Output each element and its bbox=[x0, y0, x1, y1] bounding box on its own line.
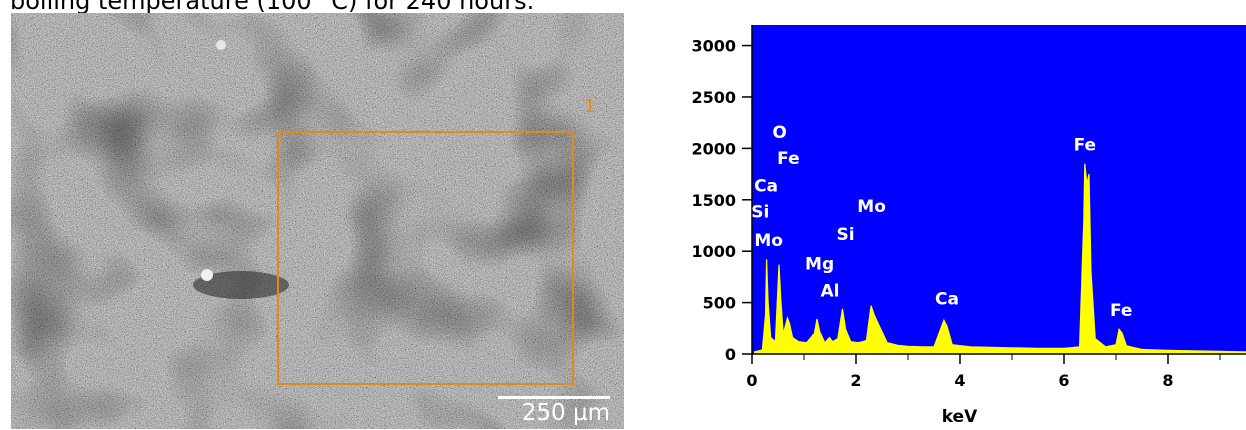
y-tick-label: 1500 bbox=[691, 191, 736, 210]
peak-label: Fe bbox=[1110, 301, 1132, 321]
y-tick-label: 3000 bbox=[691, 37, 736, 56]
peak-label: Mo bbox=[754, 231, 783, 251]
sem-texture bbox=[11, 13, 624, 429]
scale-bar: 250 µm bbox=[498, 396, 610, 426]
plot-background bbox=[752, 25, 1246, 354]
spectrum-series bbox=[754, 163, 1246, 355]
peak-label: O bbox=[772, 123, 786, 143]
scale-bar-line bbox=[498, 396, 610, 399]
roi-box bbox=[277, 131, 574, 385]
eds-spectrum-chart: 0 500 1000 1500 2000 2500 3000 0 2 4 6 8 keV O Fe Ca Si M… bbox=[634, 13, 1246, 430]
particle bbox=[201, 269, 213, 281]
peak-label: Fe bbox=[1074, 135, 1096, 155]
y-tick-label: 1000 bbox=[691, 242, 736, 261]
peak-label: Fe bbox=[777, 149, 799, 169]
peak-label: Ca bbox=[754, 177, 778, 197]
x-tick-label: 0 bbox=[746, 371, 757, 390]
y-tick-label: 2000 bbox=[691, 139, 736, 158]
y-tick-label: 500 bbox=[703, 294, 736, 313]
scale-bar-label: 250 µm bbox=[521, 400, 610, 426]
x-axis-label: keV bbox=[942, 407, 978, 427]
shadow-streak bbox=[193, 271, 289, 299]
y-tick-label: 0 bbox=[725, 345, 736, 364]
sem-micrograph: 250 µm bbox=[11, 13, 624, 429]
peak-label: Al bbox=[821, 281, 840, 301]
peak-label: Mo bbox=[857, 197, 886, 217]
peak-label: Si bbox=[751, 202, 769, 222]
x-tick-label: 6 bbox=[1058, 371, 1069, 390]
particle bbox=[216, 40, 226, 50]
peak-label: Ca bbox=[935, 290, 959, 310]
roi-marker-label: 1 bbox=[584, 96, 596, 117]
x-tick-label: 4 bbox=[954, 371, 965, 390]
x-tick-label: 8 bbox=[1162, 371, 1173, 390]
peak-label: Mg bbox=[805, 255, 834, 275]
figure-caption: boiling temperature (100 °C) for 240 hou… bbox=[10, 0, 535, 15]
peak-label: Si bbox=[837, 225, 855, 245]
x-tick-label: 2 bbox=[850, 371, 861, 390]
y-tick-label: 2500 bbox=[691, 88, 736, 107]
